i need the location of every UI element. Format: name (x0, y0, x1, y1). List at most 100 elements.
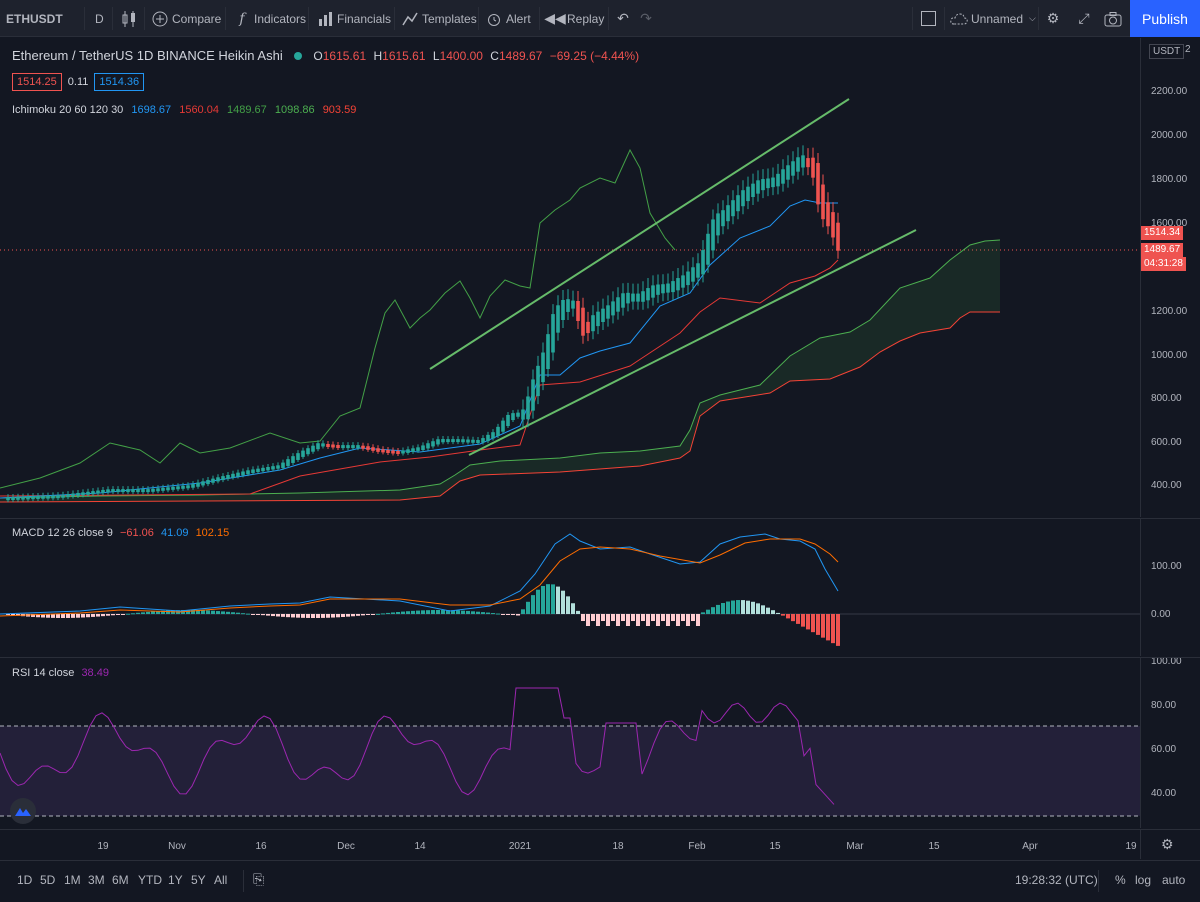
macd-histogram-bar (646, 614, 650, 626)
candle-body (491, 432, 495, 439)
candle-body (11, 496, 15, 500)
percent-toggle[interactable]: % (1115, 873, 1126, 887)
candle-body (596, 311, 600, 327)
range-all-button[interactable]: All (214, 873, 228, 887)
symbol-search[interactable]: ETHUSDT (6, 0, 63, 37)
candle-body (26, 496, 30, 500)
range-5y-button[interactable]: 5Y (191, 873, 206, 887)
bid-button[interactable]: 1514.25 (12, 73, 62, 91)
goto-date-button[interactable]: ⎘ (253, 871, 264, 888)
macd-histogram-bar (521, 609, 525, 614)
range-1d-button[interactable]: 1D (17, 873, 33, 887)
macd-histogram-bar (541, 585, 545, 614)
chart-type-button[interactable] (120, 0, 141, 37)
price-pane[interactable]: Ethereum / TetherUS 1D BINANCE Heikin As… (0, 38, 1140, 517)
macd-histogram-bar (416, 610, 420, 614)
candle-body (166, 487, 170, 491)
alert-button[interactable]: Alert (485, 0, 531, 37)
time-axis-corner[interactable]: ⚙ (1140, 829, 1200, 859)
fullscreen-button[interactable]: ⤢ (1075, 0, 1096, 37)
macd-histogram-bar (451, 610, 455, 614)
goto-icon: ⎘ (253, 871, 265, 887)
currency-label[interactable]: USDT (1149, 44, 1185, 59)
macd-histogram-bar (726, 601, 730, 614)
macd-chart[interactable] (0, 519, 1140, 656)
macd-histogram-bar (546, 584, 550, 614)
ask-button[interactable]: 1514.36 (94, 73, 145, 91)
undo-button[interactable]: ↶ (614, 0, 635, 37)
interval-button[interactable]: D (95, 0, 104, 37)
rsi-tick: 60.00 (1151, 744, 1176, 755)
macd-histogram-bar (51, 614, 55, 618)
macd-histogram-bar (821, 614, 825, 638)
macd-histogram-bar (186, 610, 190, 614)
log-toggle[interactable]: log (1135, 873, 1152, 887)
compare-button[interactable]: Compare (151, 0, 221, 37)
range-1m-button[interactable]: 1M (64, 873, 81, 887)
candle-body (41, 495, 45, 499)
price-chart[interactable] (0, 38, 1140, 517)
macd-histogram-bar (226, 611, 230, 614)
macd-histogram-bar (131, 613, 135, 615)
macd-histogram-bar (271, 614, 275, 617)
rsi-legend[interactable]: RSI 14 close 38.49 (12, 667, 109, 679)
macd-histogram-bar (481, 612, 485, 614)
time-tick: 14 (414, 841, 426, 852)
macd-label: MACD 12 26 close 9 (12, 527, 113, 539)
settings-icon[interactable]: ⚙ (1161, 836, 1174, 852)
layout-name-button[interactable]: Unnamed ⌵ (950, 0, 1036, 37)
range-1y-button[interactable]: 1Y (168, 873, 183, 887)
candle-body (821, 184, 825, 220)
candle-body (21, 496, 25, 500)
price-axis[interactable]: 2200.00 2000.00 1800.00 1600.00 1200.00 1000.… (1140, 38, 1200, 517)
macd-histogram-bar (431, 610, 435, 614)
rsi-chart[interactable] (0, 658, 1140, 828)
macd-axis[interactable]: 100.00 0.00 (1140, 518, 1200, 656)
ichimoku-legend[interactable]: Ichimoku 20 60 120 30 1698.67 1560.04 14… (12, 104, 356, 116)
snapshot-button[interactable] (1104, 0, 1125, 37)
publish-button[interactable]: Publish (1130, 0, 1200, 37)
layout-toggle[interactable] (921, 0, 936, 37)
candle-body (806, 158, 810, 168)
candle-body (86, 491, 90, 495)
range-5d-button[interactable]: 5D (40, 873, 56, 887)
settings-button[interactable]: ⚙ (1044, 0, 1065, 37)
candle-body (756, 180, 760, 194)
rsi-axis[interactable]: 100.00 80.00 60.00 40.00 (1140, 656, 1200, 828)
macd-histogram-bar (676, 614, 680, 626)
macd-legend[interactable]: MACD 12 26 close 9 −61.06 41.09 102.15 (12, 527, 229, 539)
auto-toggle[interactable]: auto (1162, 873, 1186, 887)
macd-histogram-bar (361, 614, 365, 616)
time-axis[interactable]: 19 Nov 16 Dec 14 2021 18 Feb 15 Mar 15 Apr 19 (0, 829, 1140, 859)
macd-histogram-bar (436, 610, 440, 614)
macd-histogram-bar (506, 614, 510, 615)
templates-button[interactable]: Templates (401, 0, 477, 37)
candle-body (136, 489, 140, 493)
tradingview-logo[interactable] (10, 798, 36, 824)
candle-body (441, 439, 445, 443)
macd-histogram-bar (651, 614, 655, 621)
top-tick: 2 (1185, 44, 1191, 55)
macd-histogram-bar (671, 614, 675, 621)
candle-body (551, 314, 555, 353)
clock-label[interactable]: 19:28:32 (UTC) (1015, 873, 1098, 887)
rsi-pane[interactable]: RSI 14 close 38.49 (0, 657, 1140, 828)
candle-body (6, 497, 10, 501)
candle-body (211, 478, 215, 483)
candle-body (201, 481, 205, 486)
redo-button[interactable]: ↷ (637, 0, 658, 37)
range-6m-button[interactable]: 6M (112, 873, 129, 887)
macd-histogram-bar (426, 610, 430, 614)
replay-button[interactable]: ◀◀ Replay (544, 0, 604, 37)
indicators-button[interactable]: f Indicators (233, 0, 306, 37)
financials-button[interactable]: Financials (316, 0, 391, 37)
candle-body (746, 186, 750, 202)
range-ytd-button[interactable]: YTD (138, 873, 162, 887)
macd-histogram-bar (166, 610, 170, 614)
candle-body (251, 469, 255, 473)
candle-body (681, 275, 685, 288)
macd-pane[interactable]: MACD 12 26 close 9 −61.06 41.09 102.15 (0, 518, 1140, 656)
range-3m-button[interactable]: 3M (88, 873, 105, 887)
price-tick: 800.00 (1151, 393, 1182, 404)
candle-body (426, 443, 430, 449)
